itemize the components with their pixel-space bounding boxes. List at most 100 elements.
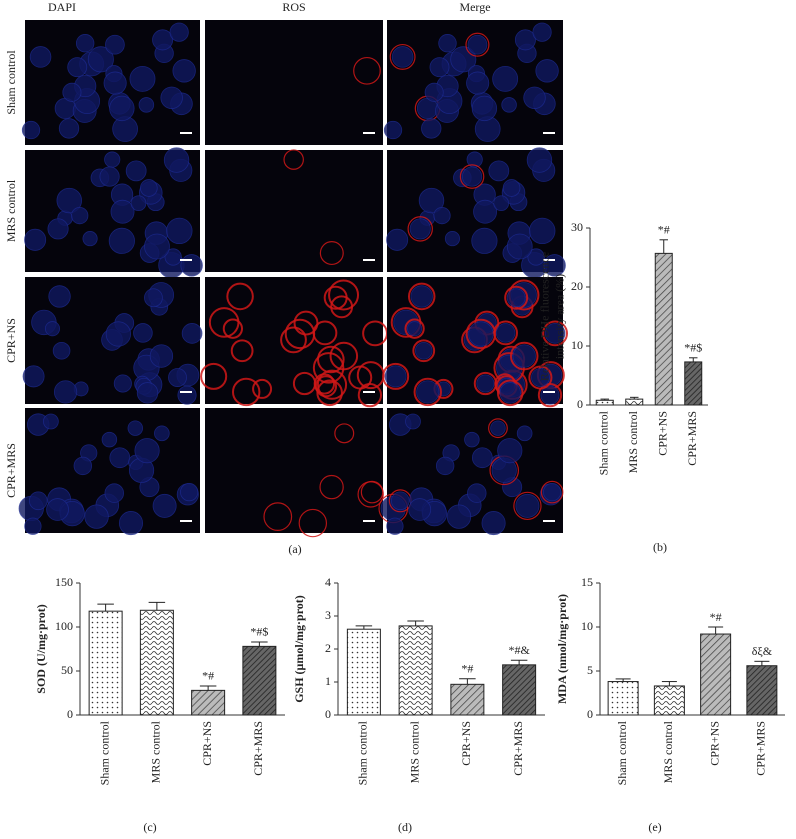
nucleus bbox=[58, 118, 80, 139]
x-tick-label: Sham control bbox=[597, 410, 611, 475]
nucleus bbox=[407, 321, 423, 337]
nucleus bbox=[71, 206, 89, 225]
bar bbox=[398, 625, 433, 716]
nucleus bbox=[535, 59, 559, 83]
nucleus bbox=[152, 493, 177, 518]
nucleus bbox=[105, 321, 131, 347]
nucleus bbox=[129, 65, 156, 92]
ros-signal bbox=[382, 362, 410, 390]
ros-signal bbox=[353, 56, 381, 85]
nucleus bbox=[24, 517, 42, 535]
nucleus bbox=[67, 57, 88, 78]
y-tick-label: 100 bbox=[55, 619, 73, 633]
y-tick-label: 20 bbox=[571, 279, 583, 293]
nucleus bbox=[493, 195, 510, 212]
bar bbox=[625, 398, 644, 406]
ros-signal bbox=[348, 365, 373, 390]
nucleus bbox=[109, 447, 131, 469]
ros-signal bbox=[509, 341, 539, 371]
bar bbox=[242, 645, 277, 716]
y-axis-label: SOD (U/mg·prot) bbox=[34, 604, 48, 693]
ros-signal bbox=[280, 326, 307, 354]
bar bbox=[502, 664, 537, 716]
nucleus bbox=[75, 34, 95, 53]
row-label: MRS control bbox=[4, 179, 18, 242]
nucleus bbox=[435, 456, 455, 476]
ros-signal bbox=[488, 418, 508, 439]
bar bbox=[700, 633, 732, 716]
nucleus bbox=[490, 420, 506, 436]
y-tick-label: 30 bbox=[571, 220, 583, 234]
x-tick-label: MRS control bbox=[149, 720, 163, 783]
nucleus bbox=[421, 118, 442, 139]
y-tick-label: 0 bbox=[67, 707, 73, 721]
nucleus bbox=[386, 517, 404, 535]
nucleus bbox=[429, 57, 450, 78]
nucleus bbox=[464, 431, 480, 448]
ros-signal bbox=[312, 352, 345, 384]
nucleus bbox=[481, 511, 506, 536]
x-tick-label: MRS control bbox=[407, 720, 421, 783]
nucleus bbox=[471, 447, 493, 469]
micrograph bbox=[205, 20, 383, 145]
ros-signal bbox=[293, 310, 319, 336]
nucleus bbox=[506, 233, 533, 260]
bar bbox=[88, 610, 123, 716]
ros-signal bbox=[407, 216, 433, 242]
bar-label: *# bbox=[710, 610, 722, 624]
nucleus bbox=[502, 179, 521, 197]
ros-signal bbox=[465, 32, 490, 57]
ros-signal bbox=[328, 279, 360, 311]
nucleus bbox=[499, 382, 521, 404]
nucleus bbox=[409, 218, 431, 240]
nucleus bbox=[476, 374, 495, 393]
x-tick-label: CPR+MRS bbox=[511, 721, 525, 776]
ros-signal bbox=[334, 423, 355, 444]
y-tick-label: 0 bbox=[587, 707, 593, 721]
nucleus bbox=[523, 86, 546, 109]
nucleus bbox=[410, 285, 433, 308]
bar bbox=[607, 681, 639, 716]
x-tick-label: Sham control bbox=[615, 720, 629, 785]
y-axis-label: MDA (nmol/mg·prot) bbox=[555, 594, 569, 704]
ros-signal bbox=[360, 480, 384, 504]
ros-signal bbox=[319, 474, 344, 500]
x-tick-label: MRS control bbox=[626, 410, 640, 473]
nucleus bbox=[506, 288, 526, 308]
nucleus bbox=[540, 385, 560, 405]
bar bbox=[139, 609, 174, 716]
nucleus bbox=[390, 491, 410, 511]
micrograph bbox=[205, 408, 383, 533]
nucleus bbox=[125, 160, 147, 182]
nucleus bbox=[127, 420, 144, 436]
ros-signal bbox=[362, 320, 388, 347]
y-axis-label: intensity area (%) bbox=[552, 274, 566, 359]
nucleus bbox=[104, 151, 121, 168]
nucleus bbox=[164, 248, 182, 266]
nucleus bbox=[138, 97, 155, 113]
ros-signal bbox=[513, 491, 542, 521]
nucleus bbox=[383, 120, 403, 140]
column-header: ROS bbox=[282, 0, 305, 14]
nucleus bbox=[386, 228, 409, 251]
nucleus bbox=[44, 321, 61, 337]
nucleus bbox=[21, 120, 41, 140]
ros-signal bbox=[329, 341, 359, 371]
nucleus bbox=[109, 95, 135, 122]
nucleus bbox=[181, 323, 203, 344]
x-tick-label: CPR+NS bbox=[707, 721, 721, 766]
nucleus bbox=[467, 483, 487, 503]
micrograph bbox=[205, 150, 383, 272]
nucleus bbox=[144, 233, 170, 260]
x-tick-label: CPR+NS bbox=[459, 721, 473, 766]
nucleus bbox=[134, 438, 160, 464]
row-label: Sham control bbox=[4, 50, 18, 115]
nucleus bbox=[52, 341, 71, 360]
nucleus bbox=[29, 46, 52, 68]
nucleus bbox=[405, 413, 421, 430]
nucleus bbox=[516, 425, 533, 442]
nucleus bbox=[466, 71, 490, 95]
nucleus bbox=[433, 206, 451, 225]
bar-label: *#$ bbox=[250, 625, 268, 639]
y-tick-label: 10 bbox=[571, 338, 583, 352]
